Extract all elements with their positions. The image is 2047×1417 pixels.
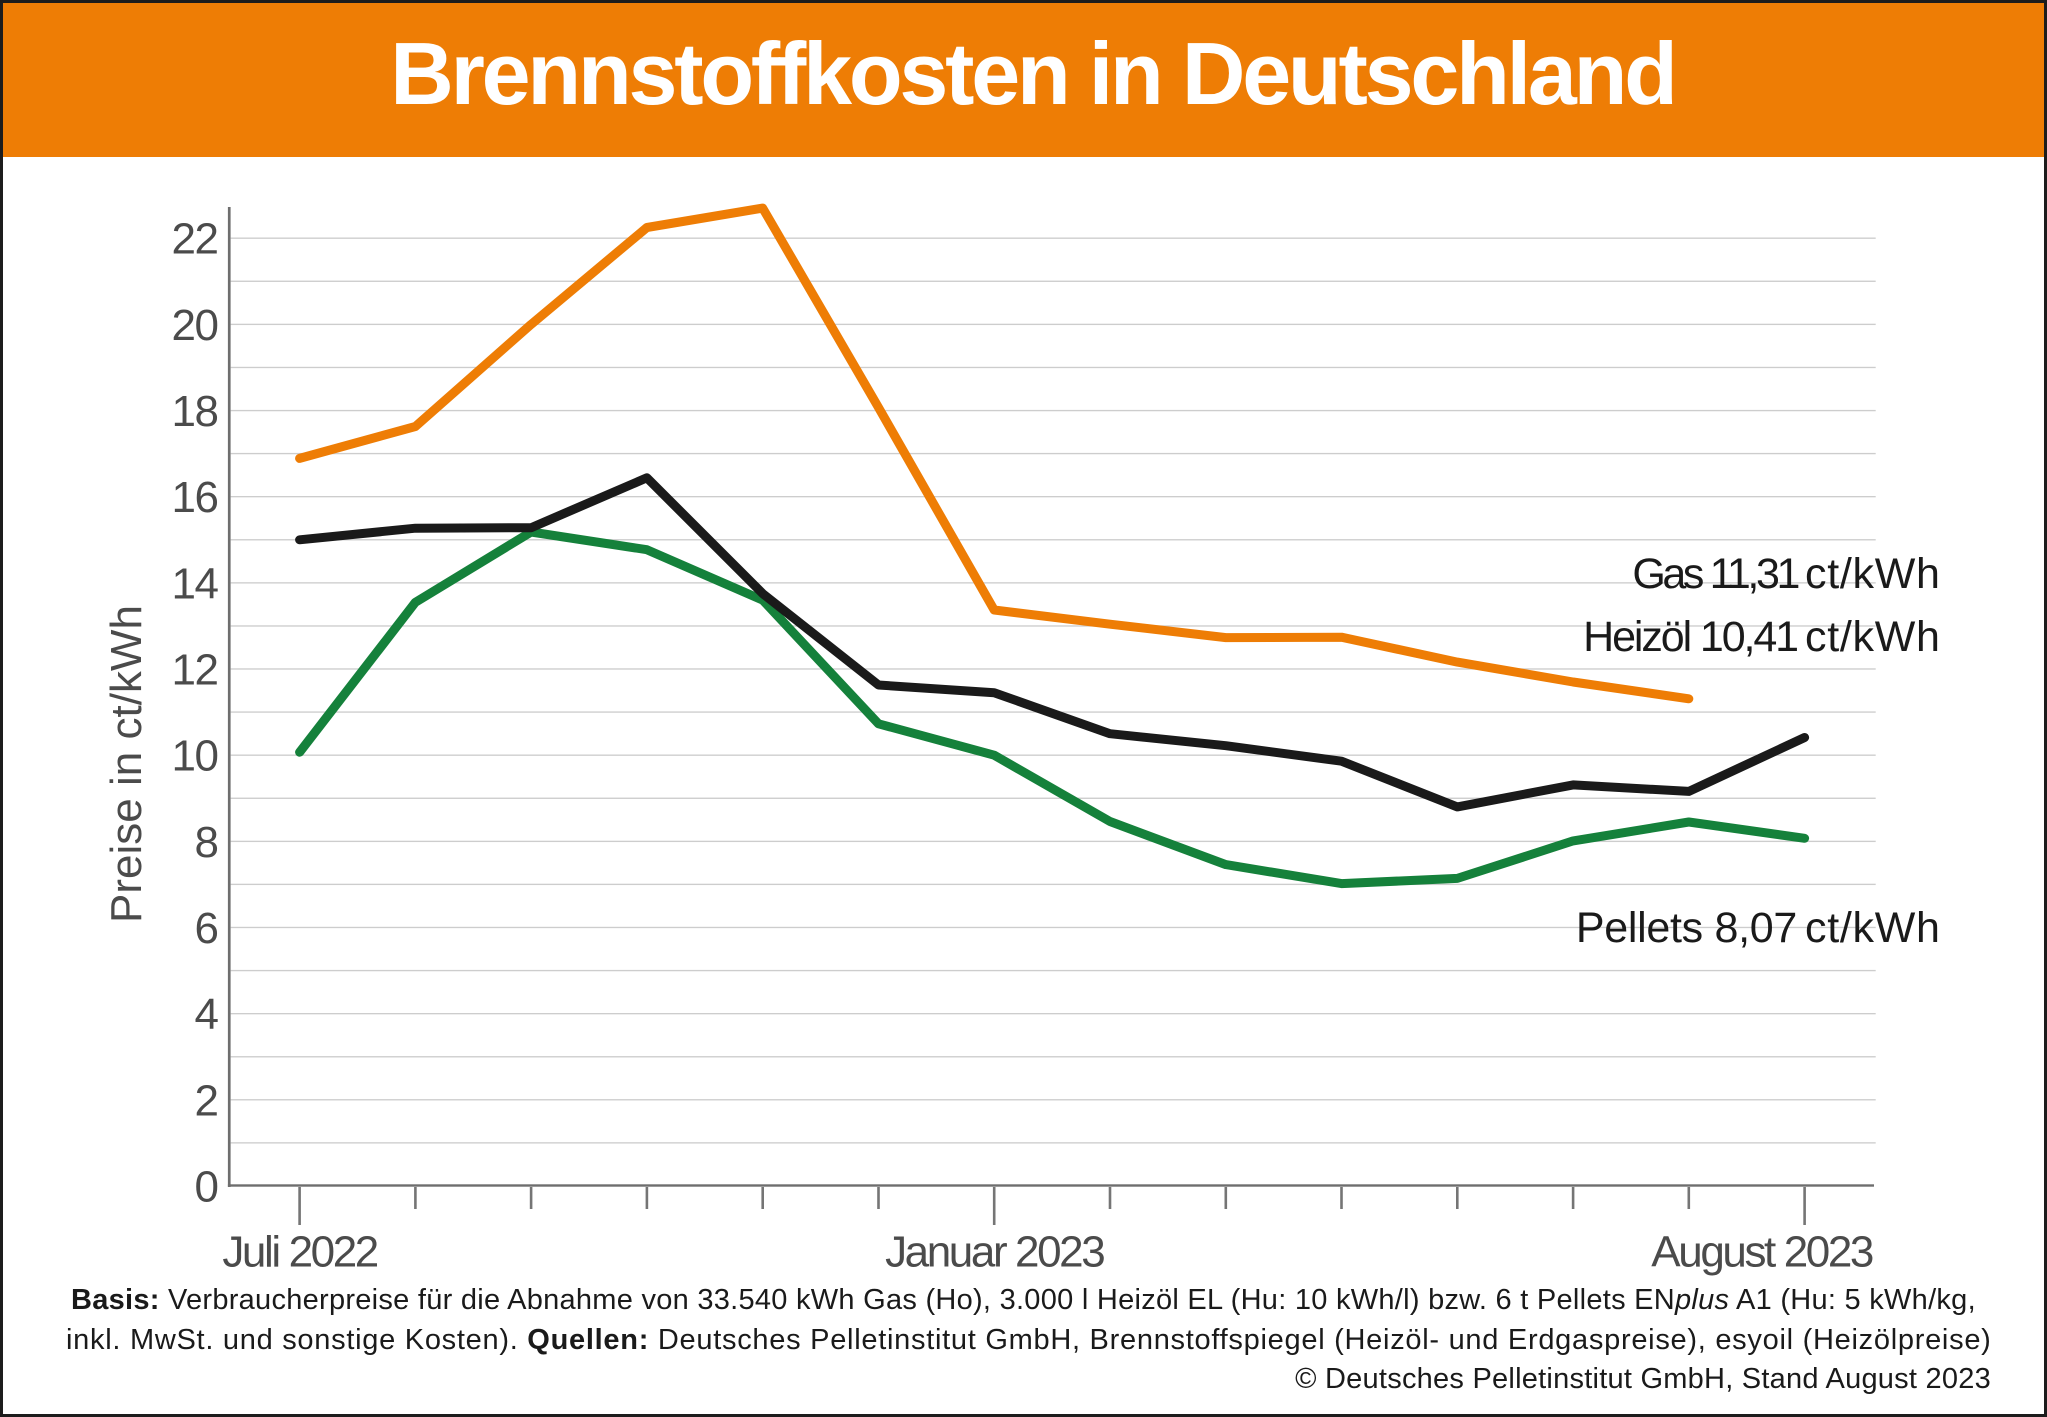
svg-text:22: 22 <box>172 215 218 264</box>
svg-text:August 2023: August 2023 <box>1651 1228 1873 1277</box>
svg-text:inkl. MwSt. und sonstige Koste: inkl. MwSt. und sonstige Kosten). Quelle… <box>66 1324 1992 1356</box>
svg-text:Pellets 8,07: Pellets 8,07 <box>1576 904 1797 952</box>
svg-text:Heizöl 10,41: Heizöl 10,41 <box>1583 613 1797 661</box>
svg-text:10: 10 <box>172 732 218 781</box>
svg-text:16: 16 <box>172 473 218 522</box>
svg-text:8: 8 <box>195 818 218 867</box>
svg-text:© Deutsches Pelletinstitut Gmb: © Deutsches Pelletinstitut GmbH, Stand A… <box>1295 1363 1991 1395</box>
svg-text:18: 18 <box>172 387 218 436</box>
svg-text:Basis: Verbraucherpreise für d: Basis: Verbraucherpreise für die Abnahme… <box>71 1284 1976 1316</box>
svg-text:Gas 11,31: Gas 11,31 <box>1632 550 1798 598</box>
svg-text:4: 4 <box>195 990 219 1039</box>
svg-text:14: 14 <box>172 559 219 608</box>
svg-text:Juli 2022: Juli 2022 <box>222 1228 377 1277</box>
svg-text:12: 12 <box>172 646 218 695</box>
svg-text:ct/kWh: ct/kWh <box>1805 904 1941 952</box>
svg-text:2: 2 <box>195 1076 218 1125</box>
svg-text:Januar 2023: Januar 2023 <box>885 1228 1104 1277</box>
svg-text:ct/kWh: ct/kWh <box>1805 613 1941 661</box>
svg-text:20: 20 <box>172 301 218 350</box>
svg-text:ct/kWh: ct/kWh <box>1805 550 1941 598</box>
svg-text:0: 0 <box>195 1163 218 1212</box>
svg-text:Preise in ct/kWh: Preise in ct/kWh <box>102 605 151 923</box>
svg-text:6: 6 <box>195 904 218 953</box>
